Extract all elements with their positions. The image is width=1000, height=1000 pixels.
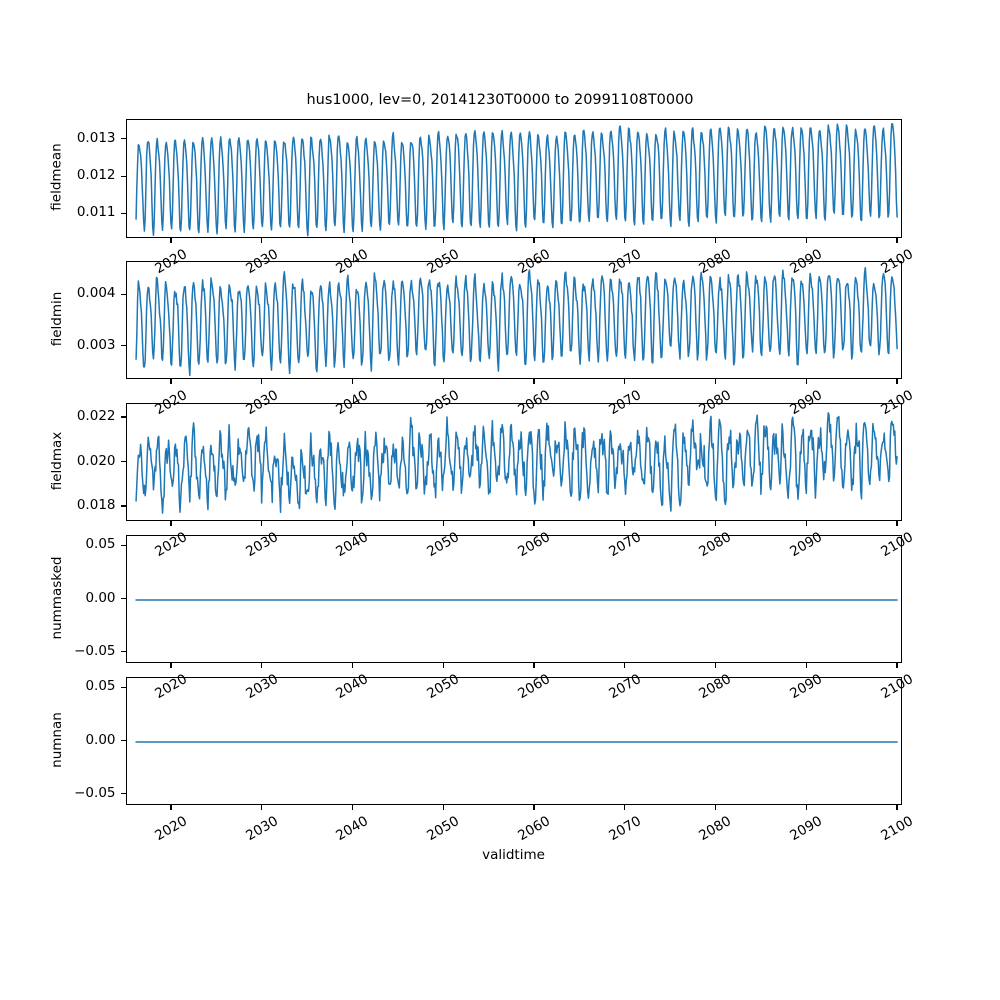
xtick-mark-numnan-4	[533, 804, 535, 810]
xtick-mark-fieldmin-6	[714, 378, 716, 384]
ytick-mark-nummasked-1	[120, 597, 126, 600]
ylabel-numnan: numnan	[48, 711, 65, 768]
figure-title: hus1000, lev=0, 20141230T0000 to 2099110…	[306, 92, 694, 108]
ytick-label-fieldmean-0: 0.011	[76, 204, 116, 221]
series-numnan	[134, 740, 898, 743]
xtick-mark-numnan-1	[261, 804, 263, 810]
series-nummasked	[134, 598, 898, 601]
series-fieldmean	[134, 122, 898, 236]
plot-axes-fieldmean	[125, 118, 902, 238]
xtick-mark-fieldmax-7	[805, 520, 807, 526]
xtick-mark-fieldmin-4	[533, 378, 535, 384]
xtick-mark-numnan-7	[805, 804, 807, 810]
xtick-mark-fieldmean-1	[261, 237, 263, 243]
ytick-label-fieldmax-2: 0.022	[76, 407, 116, 424]
xtick-mark-fieldmean-6	[714, 237, 716, 243]
plot-axes-fieldmax	[125, 402, 902, 521]
plot-axes-nummasked	[125, 534, 902, 663]
xtick-mark-fieldmax-1	[261, 520, 263, 526]
plot-axes-numnan	[125, 676, 902, 805]
ytick-mark-fieldmean-2	[120, 138, 126, 140]
xtick-mark-fieldmean-5	[624, 237, 626, 243]
line-fieldmean	[134, 122, 898, 236]
ytick-mark-fieldmean-1	[120, 175, 126, 177]
ytick-mark-fieldmin-0	[120, 345, 126, 347]
xlabel: validtime	[482, 846, 545, 863]
ytick-label-fieldmin-0: 0.003	[76, 336, 116, 353]
ytick-mark-fieldmean-0	[120, 212, 126, 214]
plot-axes-fieldmin	[125, 260, 902, 379]
series-fieldmax	[134, 411, 898, 514]
ytick-label-nummasked-1: 0.00	[85, 589, 116, 606]
ytick-label-numnan-1: 0.00	[85, 731, 116, 748]
xtick-mark-nummasked-2	[351, 662, 353, 668]
xtick-mark-fieldmax-6	[714, 520, 716, 526]
xtick-mark-nummasked-1	[261, 662, 263, 668]
ytick-mark-fieldmin-1	[120, 293, 126, 295]
ytick-label-fieldmax-0: 0.018	[76, 497, 116, 514]
xtick-mark-nummasked-4	[533, 662, 535, 668]
series-fieldmin	[134, 266, 898, 376]
xtick-mark-nummasked-5	[624, 662, 626, 668]
ytick-mark-nummasked-0	[120, 651, 126, 653]
ytick-label-numnan-0: −0.05	[74, 784, 116, 801]
xtick-mark-fieldmean-8	[896, 237, 898, 243]
xtick-mark-fieldmin-7	[805, 378, 807, 384]
ytick-mark-fieldmax-1	[120, 460, 126, 463]
xtick-mark-numnan-2	[351, 804, 353, 810]
ytick-label-numnan-2: 0.05	[85, 678, 116, 695]
ytick-mark-numnan-0	[120, 793, 126, 795]
xtick-mark-fieldmean-3	[442, 237, 444, 243]
xtick-mark-fieldmin-8	[896, 378, 898, 384]
ytick-label-fieldmean-1: 0.012	[76, 167, 116, 184]
xtick-mark-nummasked-8	[896, 662, 898, 668]
xtick-mark-fieldmax-3	[442, 520, 444, 526]
xtick-mark-numnan-6	[714, 804, 716, 810]
ytick-mark-numnan-2	[120, 686, 126, 688]
xtick-mark-numnan-8	[896, 804, 898, 810]
xtick-mark-fieldmax-5	[624, 520, 626, 526]
ytick-label-fieldmax-1: 0.020	[76, 452, 116, 469]
xtick-mark-fieldmin-3	[442, 378, 444, 384]
line-fieldmin	[134, 266, 898, 376]
xtick-mark-nummasked-7	[805, 662, 807, 668]
ytick-mark-fieldmax-2	[120, 416, 126, 418]
xtick-mark-fieldmin-2	[351, 378, 353, 384]
ytick-label-nummasked-0: −0.05	[74, 642, 116, 659]
ytick-mark-numnan-1	[120, 739, 126, 742]
xtick-mark-fieldmax-2	[351, 520, 353, 526]
xtick-mark-numnan-0	[170, 804, 172, 810]
ytick-label-fieldmean-2: 0.013	[76, 129, 116, 146]
xtick-mark-fieldmean-4	[533, 237, 535, 243]
ytick-mark-nummasked-2	[120, 544, 126, 546]
ytick-label-fieldmin-1: 0.004	[76, 285, 116, 302]
xtick-mark-fieldmin-5	[624, 378, 626, 384]
xtick-mark-nummasked-6	[714, 662, 716, 668]
xtick-mark-fieldmax-8	[896, 520, 898, 526]
xtick-mark-fieldmax-0	[170, 520, 172, 526]
xtick-mark-nummasked-3	[442, 662, 444, 668]
xtick-mark-fieldmean-7	[805, 237, 807, 243]
xtick-mark-fieldmin-0	[170, 378, 172, 384]
xtick-mark-fieldmean-0	[170, 237, 172, 243]
xtick-mark-fieldmin-1	[261, 378, 263, 384]
xtick-mark-fieldmean-2	[351, 237, 353, 243]
ytick-mark-fieldmax-0	[120, 505, 126, 507]
xtick-mark-nummasked-0	[170, 662, 172, 668]
xtick-mark-numnan-3	[442, 804, 444, 810]
xtick-mark-numnan-5	[624, 804, 626, 810]
ytick-label-nummasked-2: 0.05	[85, 536, 116, 553]
xtick-mark-fieldmax-4	[533, 520, 535, 526]
line-fieldmax	[134, 411, 898, 514]
